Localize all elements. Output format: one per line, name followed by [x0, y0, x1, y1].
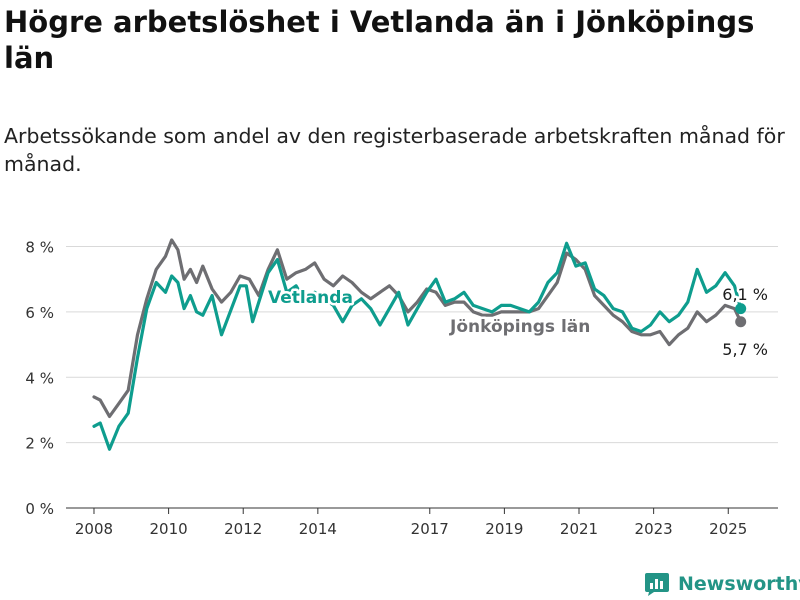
chart-subtitle: Arbetssökande som andel av den registerb… [4, 124, 785, 176]
series-label-jonkopings-lan-halo: Jönköpings län [449, 317, 590, 337]
x-axis: 2008 2010 2012 2014 2017 2019 2021 2023 2025 [75, 508, 747, 538]
y-tick-label: 4 % [25, 369, 54, 387]
y-tick-label: 6 % [25, 304, 54, 322]
series-label-vetlanda: Vetlanda [268, 288, 353, 308]
end-label-vetlanda: 6,1 % [722, 285, 768, 304]
y-tick-label: 2 % [25, 435, 54, 453]
x-tick-label: 2014 [299, 520, 337, 538]
end-point-jonkopings-lan [735, 316, 747, 328]
y-axis-ticks: 0 % 2 % 4 % 6 % 8 % [25, 239, 54, 518]
y-tick-label: 0 % [25, 500, 54, 518]
series-line-vetlanda [92, 241, 743, 451]
x-tick-label: 2023 [635, 520, 673, 538]
end-point-vetlanda [735, 303, 747, 315]
series-label-vetlanda-halo: Vetlanda [268, 288, 353, 308]
x-tick-label: 2008 [75, 520, 113, 538]
x-tick-label: 2019 [485, 520, 523, 538]
newsworthy-brand: Newsworthy [644, 569, 800, 599]
end-label-vetlanda-halo: 6,1 % [722, 285, 768, 304]
x-tick-label: 2025 [709, 520, 747, 538]
series-lines [92, 238, 747, 451]
end-label-jonkopings-lan-halo: 5,7 % [722, 340, 768, 359]
end-label-jonkopings-lan: 5,7 % [722, 340, 768, 359]
gridlines [66, 246, 778, 509]
newsworthy-logo-icon [645, 573, 669, 596]
x-tick-label: 2021 [560, 520, 598, 538]
x-tick-label: 2017 [411, 520, 449, 538]
x-tick-label: 2010 [150, 520, 188, 538]
y-tick-label: 8 % [25, 239, 54, 257]
series-line-jonkopings-lan [92, 238, 743, 419]
chart-title: Högre arbetslöshet i Vetlanda än i Jönkö… [4, 5, 755, 75]
series-label-jonkopings-lan: Jönköpings län [449, 317, 590, 337]
brand-name: Newsworthy [678, 573, 800, 595]
x-tick-label: 2012 [224, 520, 262, 538]
